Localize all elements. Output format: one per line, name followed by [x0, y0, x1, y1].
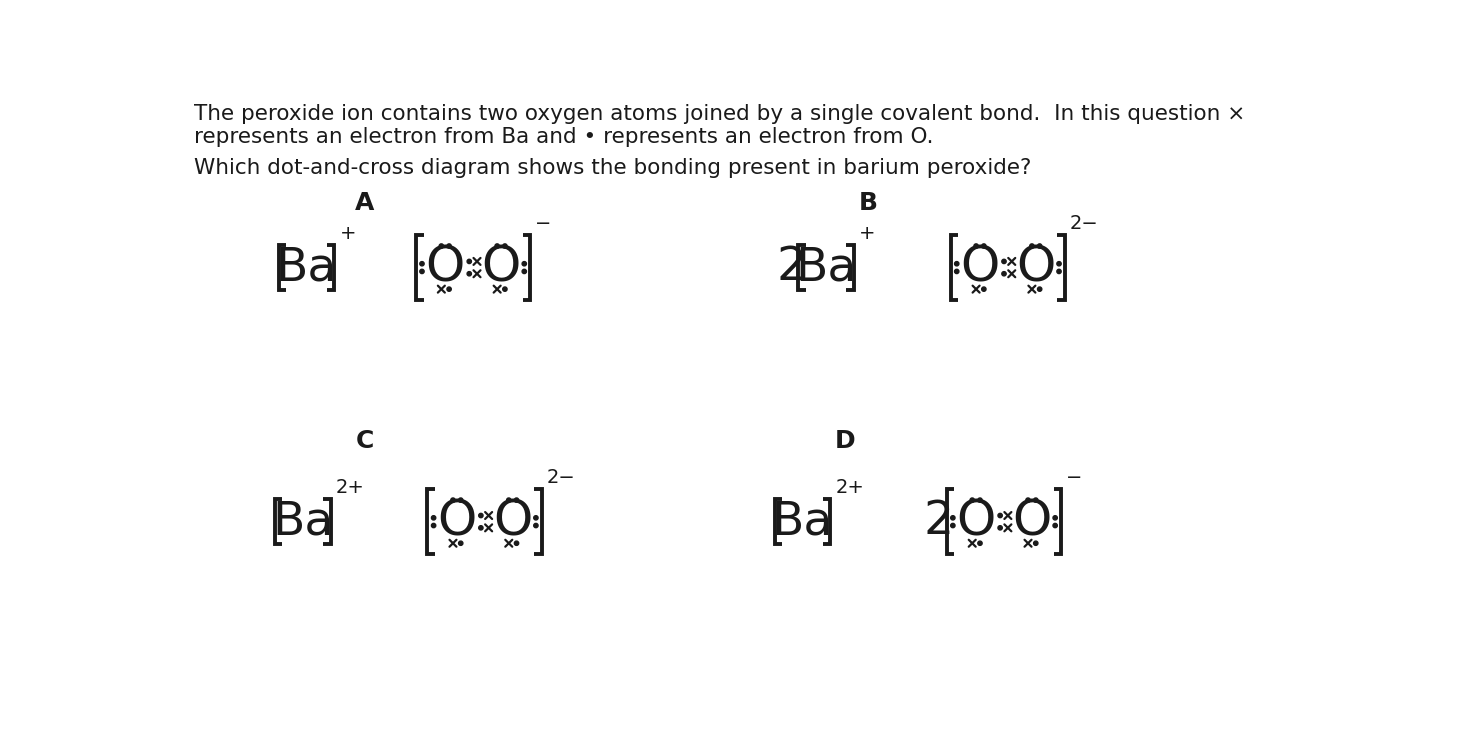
Circle shape: [502, 287, 507, 291]
Circle shape: [999, 513, 1003, 518]
Circle shape: [523, 269, 527, 274]
Circle shape: [420, 269, 425, 274]
Circle shape: [439, 244, 444, 248]
Text: 2−: 2−: [546, 468, 575, 487]
Circle shape: [432, 523, 435, 528]
Text: O: O: [961, 244, 1000, 292]
Circle shape: [502, 244, 507, 248]
Circle shape: [981, 287, 986, 291]
Circle shape: [950, 516, 955, 520]
Text: Ba: Ba: [772, 499, 834, 544]
Text: O: O: [437, 498, 476, 546]
Circle shape: [1038, 287, 1042, 291]
Text: −: −: [1066, 468, 1082, 487]
Circle shape: [534, 516, 539, 520]
Text: Ba: Ba: [272, 499, 333, 544]
Circle shape: [479, 526, 483, 530]
Text: O: O: [426, 244, 464, 292]
Circle shape: [1029, 244, 1034, 248]
Circle shape: [999, 526, 1003, 530]
Circle shape: [467, 259, 472, 264]
Circle shape: [514, 498, 518, 502]
Circle shape: [447, 287, 451, 291]
Text: O: O: [493, 498, 533, 546]
Circle shape: [1002, 259, 1006, 264]
Circle shape: [451, 498, 456, 502]
Circle shape: [523, 262, 527, 266]
Text: O: O: [482, 244, 521, 292]
Circle shape: [955, 262, 959, 266]
Text: C: C: [355, 429, 374, 453]
Text: O: O: [1012, 498, 1051, 546]
Text: Ba: Ba: [276, 245, 337, 290]
Text: Which dot-and-cross diagram shows the bonding present in barium peroxide?: Which dot-and-cross diagram shows the bo…: [194, 158, 1032, 178]
Circle shape: [447, 244, 451, 248]
Text: O: O: [1016, 244, 1056, 292]
Circle shape: [507, 498, 511, 502]
Circle shape: [479, 513, 483, 518]
Text: A: A: [355, 191, 374, 215]
Circle shape: [978, 498, 983, 502]
Circle shape: [458, 541, 463, 545]
Circle shape: [955, 269, 959, 274]
Circle shape: [1053, 516, 1057, 520]
Text: represents an electron from Ba and • represents an electron from O.: represents an electron from Ba and • rep…: [194, 127, 933, 148]
Circle shape: [969, 498, 974, 502]
Circle shape: [467, 271, 472, 276]
Circle shape: [420, 262, 425, 266]
Circle shape: [1038, 244, 1042, 248]
Circle shape: [1026, 498, 1031, 502]
Circle shape: [495, 244, 499, 248]
Text: The peroxide ion contains two oxygen atoms joined by a single covalent bond.  In: The peroxide ion contains two oxygen ato…: [194, 104, 1245, 124]
Text: +: +: [340, 224, 356, 243]
Circle shape: [950, 523, 955, 528]
Text: −: −: [536, 214, 552, 233]
Circle shape: [1053, 523, 1057, 528]
Circle shape: [514, 541, 518, 545]
Text: 2+: 2+: [835, 478, 864, 497]
Circle shape: [1002, 271, 1006, 276]
Text: Ba: Ba: [796, 245, 857, 290]
Circle shape: [1034, 498, 1038, 502]
Text: 2+: 2+: [336, 478, 365, 497]
Circle shape: [432, 516, 435, 520]
Circle shape: [978, 541, 983, 545]
Circle shape: [534, 523, 539, 528]
Text: B: B: [858, 191, 877, 215]
Text: 2−: 2−: [1070, 214, 1098, 233]
Circle shape: [974, 244, 978, 248]
Text: 2: 2: [777, 245, 806, 290]
Text: D: D: [835, 429, 856, 453]
Text: +: +: [858, 224, 876, 243]
Circle shape: [458, 498, 463, 502]
Circle shape: [1057, 262, 1061, 266]
Circle shape: [1034, 541, 1038, 545]
Circle shape: [981, 244, 986, 248]
Text: 2: 2: [923, 499, 953, 544]
Circle shape: [1057, 269, 1061, 274]
Text: O: O: [956, 498, 996, 546]
